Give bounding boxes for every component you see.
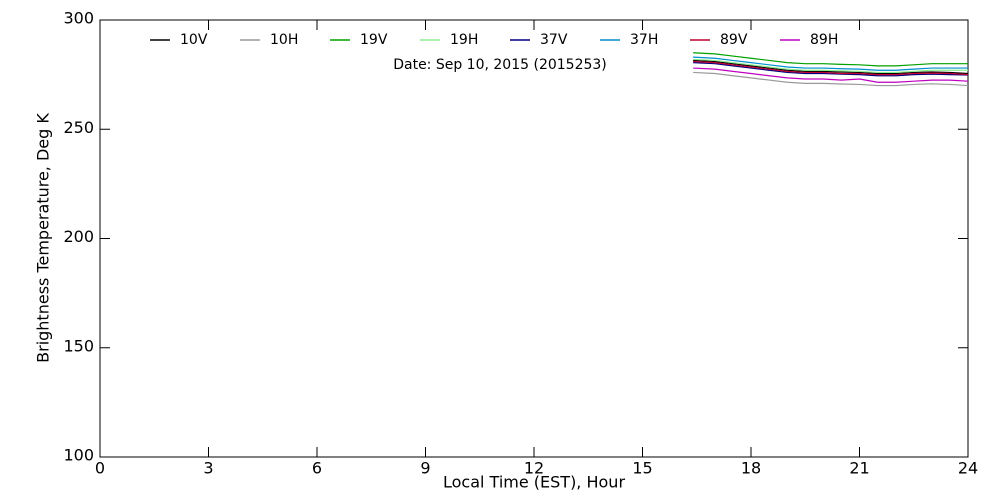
legend-label: 37V (540, 32, 568, 48)
series-line (693, 58, 968, 74)
x-tick-label: 24 (958, 459, 978, 478)
legend-label: 89V (720, 32, 748, 48)
y-tick-label: 200 (63, 227, 94, 246)
y-axis-label: Brightness Temperature, Deg K (34, 113, 53, 363)
series-line (693, 67, 969, 83)
legend-label: 19H (450, 32, 478, 48)
x-tick-label: 6 (312, 459, 322, 478)
series-line (693, 60, 969, 76)
legend-label: 37H (630, 32, 658, 48)
legend-label: 10H (270, 32, 298, 48)
y-tick-label: 300 (63, 9, 94, 28)
legend-label: 89H (810, 32, 838, 48)
legend-label: 10V (180, 32, 208, 48)
plot-frame (99, 19, 969, 458)
x-tick-label: 18 (741, 459, 761, 478)
x-tick-label: 15 (632, 459, 652, 478)
series-line (693, 62, 969, 77)
series-line (693, 59, 969, 75)
x-tick-label: 12 (524, 459, 544, 478)
series-line (693, 52, 968, 67)
x-tick-label: 9 (420, 459, 430, 478)
legend-label: 19V (360, 32, 388, 48)
y-tick-label: 100 (63, 446, 94, 465)
series-line (693, 71, 969, 87)
x-tick-label: 3 (203, 459, 213, 478)
x-axis-label: Local Time (EST), Hour (443, 473, 625, 492)
x-tick-label: 0 (95, 459, 105, 478)
y-tick-label: 150 (63, 336, 94, 355)
series-line (693, 56, 968, 71)
y-tick-label: 250 (63, 118, 94, 137)
date-annotation: Date: Sep 10, 2015 (2015253) (393, 57, 607, 73)
x-tick-label: 21 (849, 459, 869, 478)
